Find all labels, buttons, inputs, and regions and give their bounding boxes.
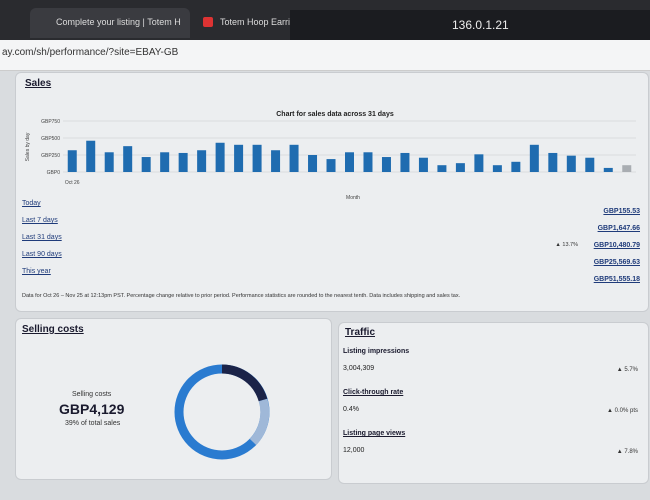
bar: [529, 144, 539, 172]
bar: [271, 150, 281, 172]
y-tick-label: GBP750: [41, 119, 60, 125]
period-label[interactable]: This year: [22, 268, 51, 275]
metric-change: ▲ 5.7%: [616, 367, 638, 373]
bar: [381, 157, 391, 172]
period-change: ▲ 13.7%: [555, 242, 578, 248]
bar: [455, 163, 465, 172]
metric-label: Listing impressions: [343, 348, 410, 355]
bar: [178, 152, 188, 172]
y-tick-label: GBP500: [41, 136, 60, 142]
bar: [67, 150, 77, 172]
bar: [548, 152, 558, 172]
bar: [160, 152, 170, 172]
donut-segment: [249, 398, 270, 446]
bar: [400, 152, 410, 172]
bar: [252, 144, 262, 172]
bar: [308, 155, 318, 172]
x-axis-label: Month: [346, 195, 360, 201]
y-tick-label: GBP250: [41, 153, 60, 159]
metric-change: ▲ 7.8%: [616, 449, 638, 455]
selling-costs-share: 39% of total sales: [65, 420, 121, 427]
y-axis-label: Sales by day: [25, 132, 31, 161]
bar: [215, 142, 225, 172]
donut-segment: [221, 364, 268, 402]
tab[interactable]: [30, 8, 190, 38]
bar: [363, 152, 373, 172]
x-tick-label: Oct 26: [65, 180, 80, 186]
period-value: GBP51,555.18: [593, 276, 640, 283]
metric-label: Listing page views: [343, 430, 406, 437]
bar: [86, 140, 96, 172]
period-label[interactable]: Last 7 days: [22, 217, 58, 224]
bar: [474, 154, 484, 172]
metric-change: ▲ 0.0% pts: [607, 408, 638, 414]
address-bar: [0, 40, 650, 71]
selling-costs-card: [15, 318, 332, 480]
donut: [174, 364, 270, 460]
period-value: GBP25,569.63: [593, 259, 640, 266]
bar: [123, 146, 133, 172]
bar: [418, 157, 428, 172]
bar: [437, 165, 447, 172]
metric-label: Click-through rate: [343, 389, 404, 396]
note: Data for Oct 26 – Nov 25 at 12:13pm PST.…: [22, 293, 461, 299]
bar: [141, 157, 151, 172]
y-tick-label: GBP0: [47, 170, 61, 176]
overlay: [290, 10, 650, 40]
selling-costs-label: Selling costs: [72, 391, 112, 398]
tab-icon: [203, 17, 213, 27]
bar: [197, 150, 207, 172]
traffic-card: [338, 322, 649, 484]
chart-title: Chart for sales data across 31 days: [276, 111, 394, 118]
traffic-title[interactable]: Traffic: [345, 327, 376, 338]
overlay-ip: 136.0.1.21: [452, 18, 509, 32]
bar: [104, 152, 114, 172]
period-value: GBP10,480.79: [593, 242, 640, 249]
url[interactable]: ay.com/sh/performance/?site=EBAY-GB: [2, 47, 179, 58]
bar: [492, 165, 502, 172]
period-label[interactable]: Last 31 days: [22, 234, 62, 241]
bar: [345, 152, 354, 172]
metric-value: 3,004,309: [343, 365, 375, 372]
sales-card: [15, 72, 649, 312]
selling-costs-amount: GBP4,129: [59, 401, 125, 417]
sales-title[interactable]: Sales: [25, 78, 52, 89]
bar: [234, 144, 244, 172]
period-label[interactable]: Today: [22, 200, 41, 207]
bar: [566, 155, 576, 172]
chart: Chart for sales data across 31 days Sales…: [25, 111, 636, 201]
metric-value: 0.4%: [343, 406, 359, 413]
period-value: GBP155.53: [603, 208, 640, 215]
bar: [603, 167, 613, 172]
period-label[interactable]: Last 90 days: [22, 251, 62, 258]
bar: [622, 165, 632, 172]
selling-costs-title[interactable]: Selling costs: [22, 324, 84, 335]
bar: [585, 157, 595, 172]
period-value: GBP1,647.66: [597, 225, 640, 232]
bar: [326, 159, 336, 172]
bar: [289, 144, 299, 172]
metric-value: 12,000: [343, 447, 365, 454]
bar: [511, 161, 521, 172]
tab-title: Complete your listing | Totem H: [56, 17, 181, 27]
tab-title: Totem Hoop Earring: [220, 17, 301, 27]
